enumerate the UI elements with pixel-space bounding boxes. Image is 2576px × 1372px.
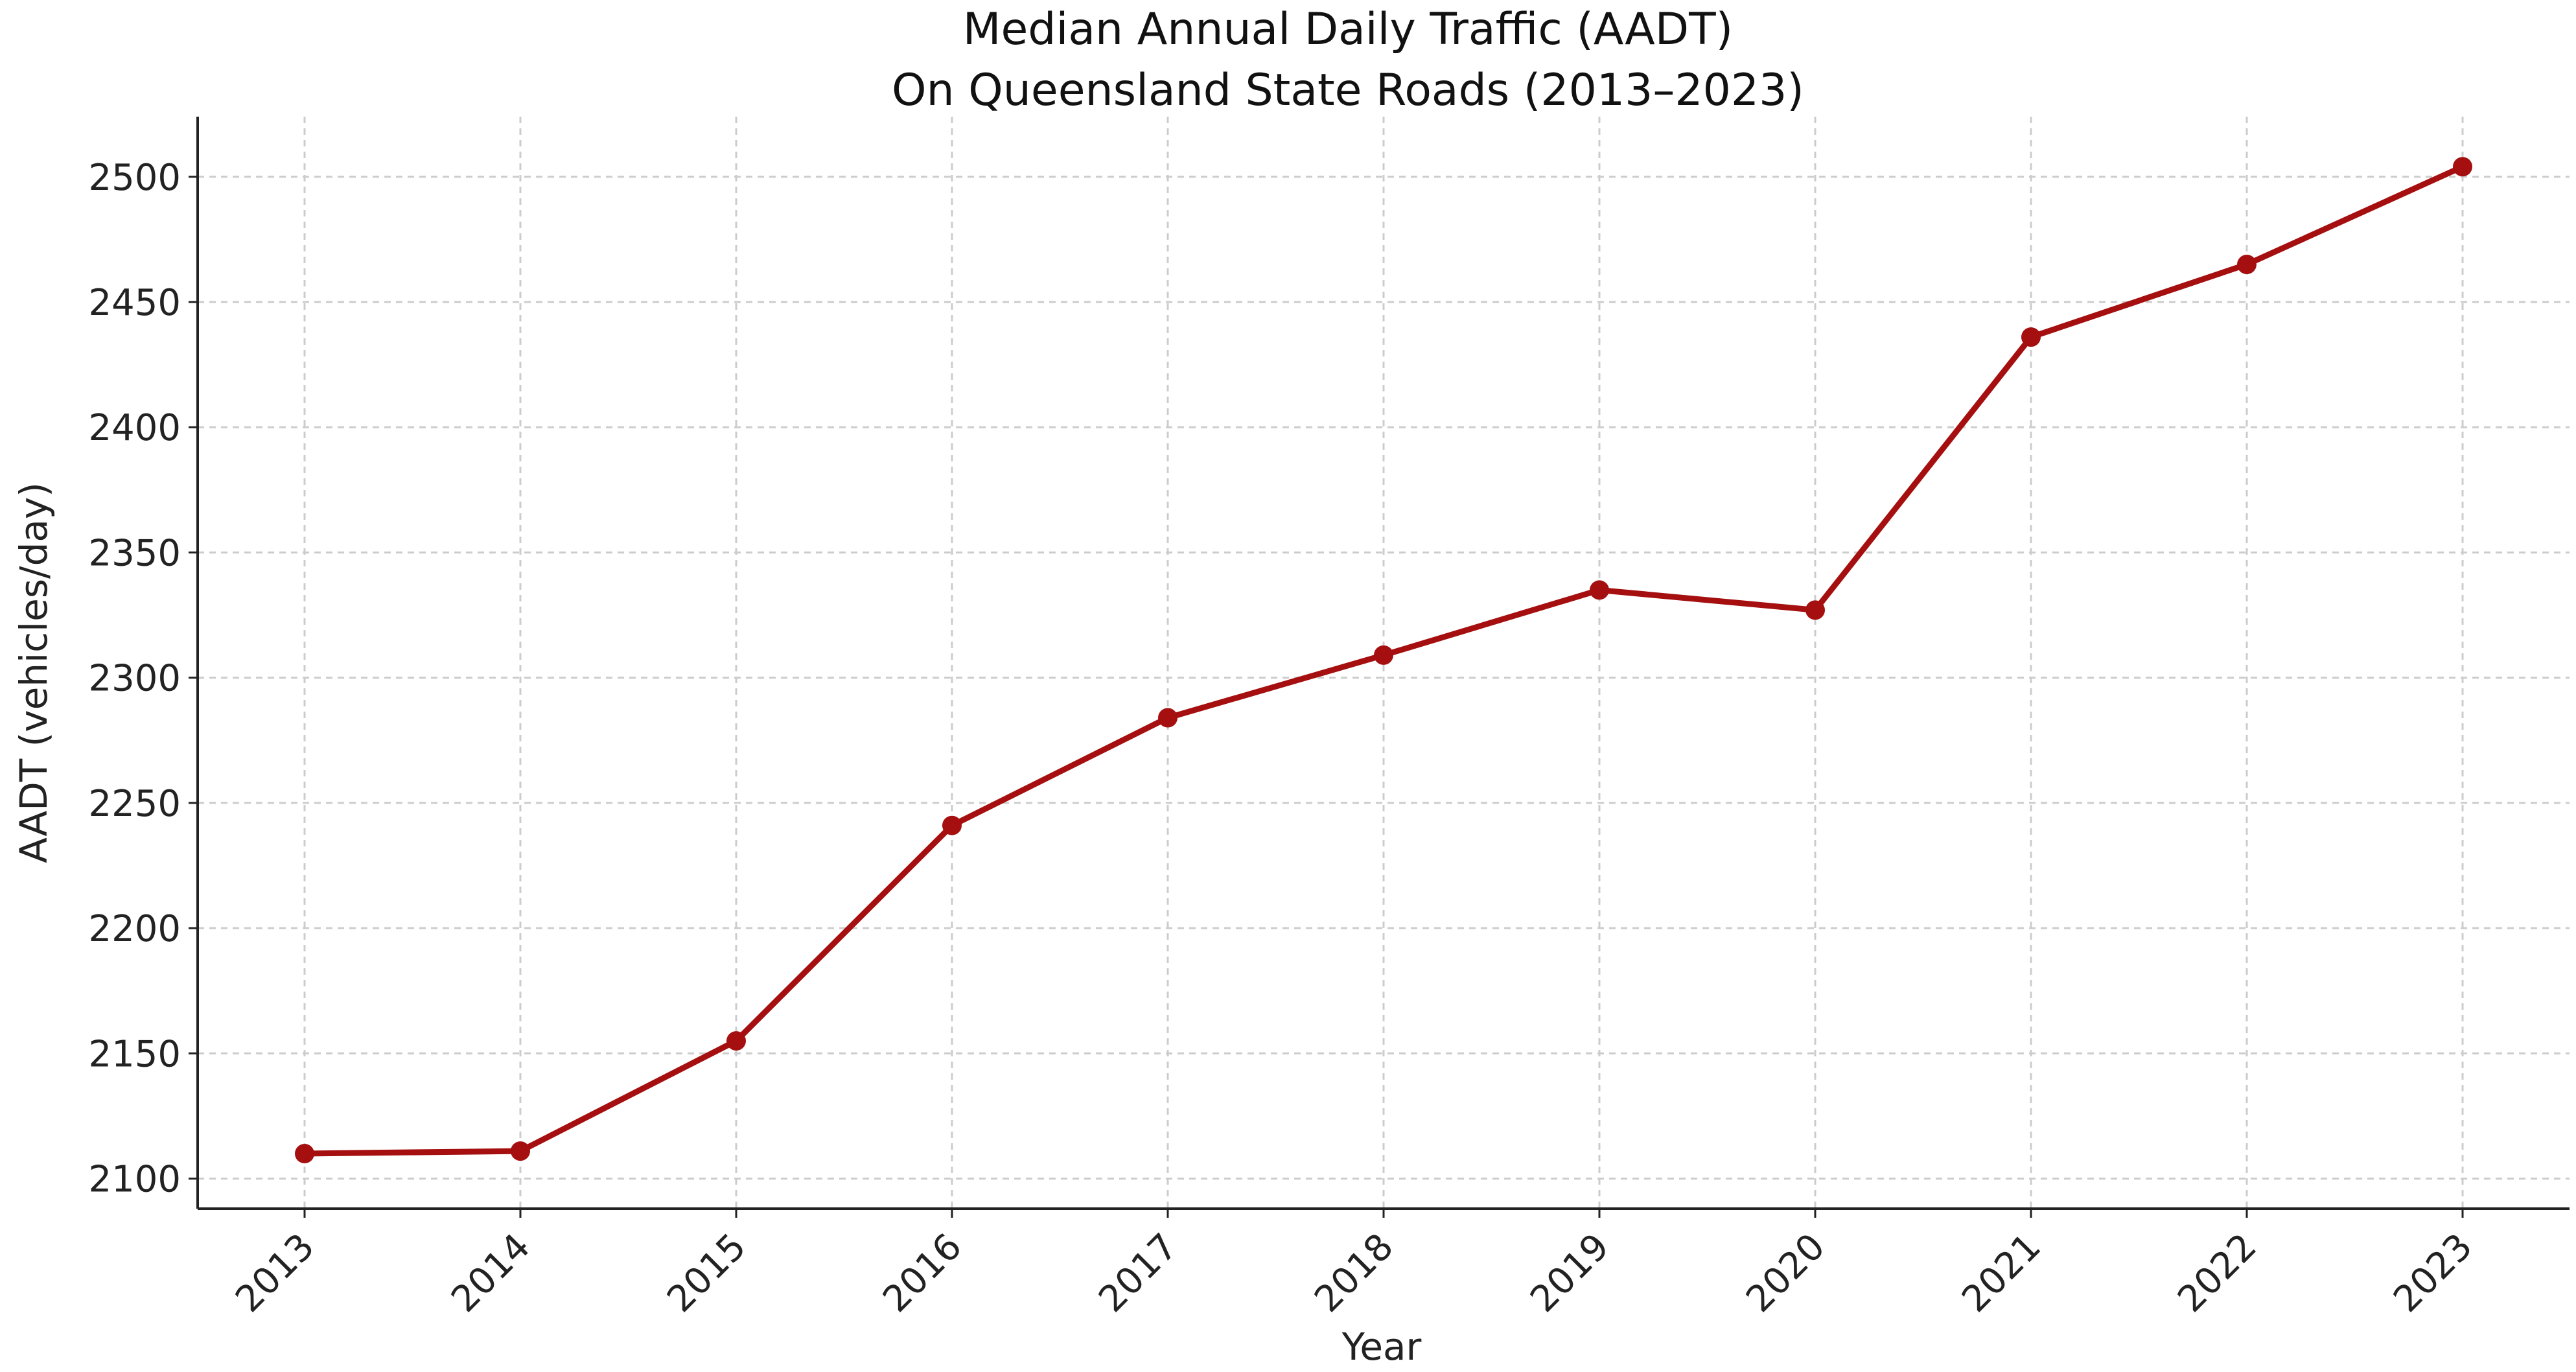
data-point [726,1031,746,1051]
y-tick-label: 2150 [88,1033,181,1075]
data-point [1374,645,1393,665]
y-tick-label: 2100 [88,1159,181,1201]
x-tick-label: 2020 [1738,1226,1833,1321]
x-tick-label: 2014 [443,1226,539,1321]
x-tick-label: 2018 [1306,1226,1402,1321]
data-point [942,815,962,835]
x-axis-label: Year [1341,1325,1422,1369]
data-point [2021,327,2041,347]
data-point [511,1141,530,1161]
chart-title: Median Annual Daily Traffic (AADT) [963,4,1733,55]
x-tick-label: 2013 [227,1226,323,1321]
x-tick-label: 2017 [1091,1226,1186,1321]
y-tick-label: 2300 [88,658,181,700]
data-point [1158,708,1178,728]
y-tick-label: 2400 [88,407,181,449]
y-tick-label: 2500 [88,157,181,199]
x-tick-label: 2022 [2170,1226,2265,1321]
data-point [295,1143,314,1163]
data-point [2453,157,2472,177]
x-tick-label: 2015 [659,1226,754,1321]
data-point [1590,580,1609,600]
y-tick-label: 2350 [88,532,181,574]
y-tick-label: 2450 [88,282,181,324]
y-axis-ticks: 2100 2150 2200 2250 2300 2350 2400 2450 2500 [88,157,198,1201]
x-tick-label: 2021 [1954,1226,2049,1321]
chart-subtitle: On Queensland State Roads (2013–2023) [892,65,1804,116]
y-axis-label: AADT (vehicles/day) [12,482,56,863]
x-tick-label: 2019 [1522,1226,1618,1321]
x-tick-label: 2016 [875,1226,970,1321]
data-point [1805,600,1825,620]
x-tick-label: 2023 [2385,1226,2481,1321]
y-tick-label: 2250 [88,783,181,825]
grid-lines [198,117,2570,1209]
data-series [295,157,2472,1163]
data-point [2237,255,2257,275]
x-axis-ticks: 2013 2014 2015 2016 2017 2018 2019 2020 2021 2022… [227,1209,2481,1321]
y-tick-label: 2200 [88,908,181,950]
